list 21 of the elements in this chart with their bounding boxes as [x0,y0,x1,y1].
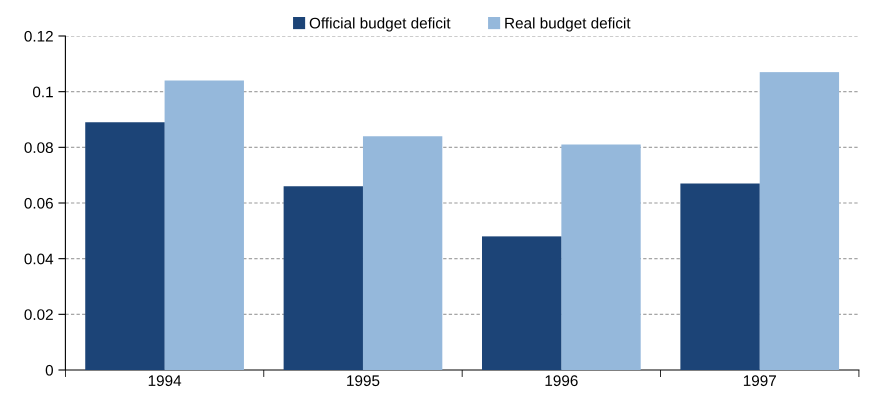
bar [362,136,442,370]
y-tick-label: 0.12 [24,30,53,42]
bar [680,184,760,370]
y-tick-label: 0.02 [24,309,53,320]
y-tick-label: 0.1 [32,86,53,98]
x-tick-label: 1996 [546,375,578,386]
bar [85,122,165,370]
legend-label: Official budget deficit [310,17,450,32]
legend-label: Real budget deficit [505,17,630,32]
y-tick-label: 0.08 [24,142,53,154]
bar [284,186,363,370]
x-tick-label: 1995 [347,375,380,386]
x-tick-label: 1997 [744,375,776,386]
bar [561,144,641,370]
x-tick-label: 1994 [148,375,182,386]
y-tick-label: 0.04 [24,254,54,264]
bar [482,236,562,370]
y-tick-label: 0 [46,364,53,376]
bar [164,80,244,370]
bar [760,72,840,370]
y-tick-label: 0.06 [24,198,53,209]
